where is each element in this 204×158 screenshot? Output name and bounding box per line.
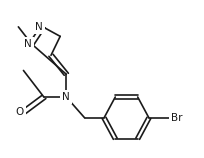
Text: O: O xyxy=(15,107,23,117)
Text: N: N xyxy=(62,92,70,102)
Text: N: N xyxy=(35,22,43,32)
Text: Br: Br xyxy=(171,113,183,123)
Text: N: N xyxy=(24,39,32,49)
